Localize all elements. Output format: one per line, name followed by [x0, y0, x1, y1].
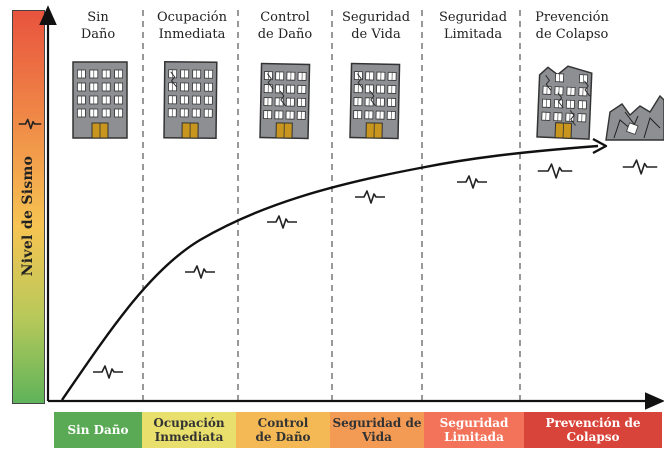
seismic-wave-icon-3 [267, 215, 297, 229]
building-damage-control [259, 62, 311, 140]
level-segment-1: Sin Daño [54, 412, 142, 448]
seismic-wave-icon-4 [355, 190, 385, 204]
building-immediate-occupancy [163, 60, 218, 140]
level-segment-2: Ocupación Inmediata [142, 412, 236, 448]
seismic-level-gradient-bar [12, 10, 45, 404]
gradient-bar-wave-icon [18, 118, 42, 130]
level-segment-5: Seguridad Limitada [424, 412, 524, 448]
column-heading-2: Ocupación Inmediata [156, 10, 228, 42]
seismic-wave-icon-7 [622, 159, 658, 175]
performance-level-bar: Sin Daño Ocupación Inmediata Control de Daño… [54, 412, 662, 448]
seismic-wave-icon-2 [185, 265, 215, 279]
building-no-damage [72, 61, 128, 139]
collapsed-building-rubble [605, 94, 664, 141]
level-segment-3: Control de Daño [236, 412, 330, 448]
column-heading-5: Seguridad Limitada [438, 10, 508, 42]
performance-diagram [18, 5, 664, 410]
seismic-wave-icon-1 [93, 365, 123, 379]
building-life-safety [349, 62, 401, 140]
seismic-wave-icon-6 [537, 163, 573, 179]
level-segment-6: Prevención de Colapso [524, 412, 662, 448]
level-segment-4: Seguridad de Vida [330, 412, 424, 448]
curve-arrowhead [592, 137, 608, 155]
column-heading-3: Control de Daño [257, 10, 313, 42]
column-heading-1: Sin Daño [80, 10, 116, 42]
column-heading-6: Prevención de Colapso [535, 10, 609, 42]
column-heading-4: Seguridad de Vida [341, 10, 411, 42]
building-collapse-prevention [536, 65, 593, 140]
capacity-curve [61, 144, 599, 401]
seismic-wave-icon-5 [457, 175, 487, 189]
